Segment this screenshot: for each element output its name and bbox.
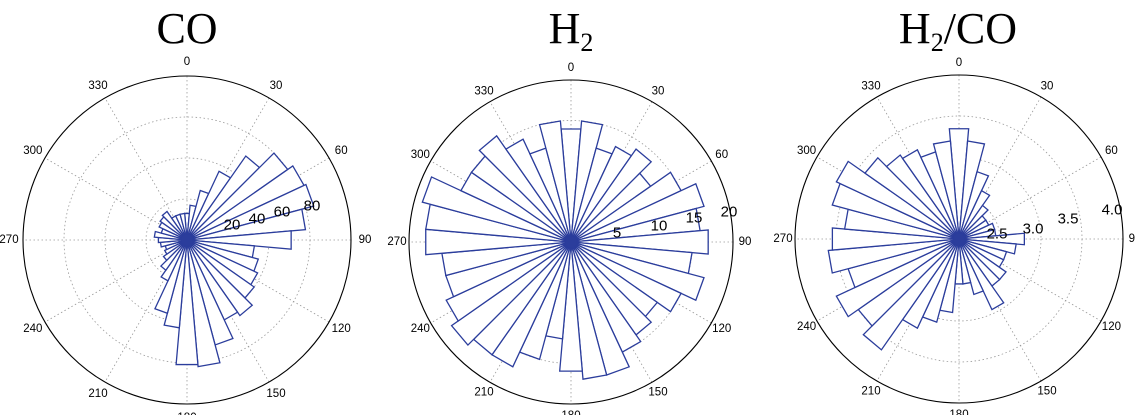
radial-tick-label: 3.5 — [1058, 211, 1079, 228]
radial-tick-label: 20 — [224, 217, 241, 234]
polar-rose-chart: 0 30 60 90 120 150 180 210 240 270 300 330 20 40 60 80 — [0, 56, 372, 415]
angle-tick-label: 300 — [23, 145, 42, 157]
radial-tick-label: 10 — [651, 218, 668, 235]
angle-tick-label: 300 — [797, 145, 816, 157]
polar-panel-h2: H2 0 30 60 90 120 150 180 210 240 270 300 330 5 10 15 2… — [378, 0, 756, 415]
angle-tick-label: 180 — [177, 412, 196, 415]
angle-tick-label: 90 — [1129, 233, 1135, 245]
title-main: CO — [156, 4, 218, 53]
angle-tick-label: 270 — [0, 234, 19, 246]
title-sub: 2 — [580, 28, 594, 57]
radial-tick-label: 60 — [274, 204, 291, 221]
angle-tick-label: 60 — [715, 149, 728, 161]
angle-tick-label: 90 — [359, 234, 372, 246]
polar-outer-circle — [22, 75, 352, 405]
radial-tick-label: 40 — [249, 211, 266, 228]
radial-tick-label: 3.0 — [1023, 221, 1044, 238]
polar-rose-chart: 0 30 60 90 120 150 180 210 240 270 300 330 5 10 15 20 — [387, 62, 752, 415]
polar-outer-circle — [794, 74, 1124, 404]
title-main: H — [548, 4, 581, 53]
title-rest: /CO — [943, 4, 1018, 53]
angle-tick-label: 240 — [797, 321, 816, 333]
radial-tick-label: 20 — [721, 204, 738, 221]
polar-outer-circle — [408, 79, 734, 405]
radial-tick-label: 80 — [304, 198, 321, 215]
angle-tick-label: 240 — [411, 323, 430, 335]
angle-tick-label: 90 — [739, 236, 752, 248]
panel-title: CO — [0, 4, 378, 54]
angle-tick-label: 30 — [1041, 81, 1054, 93]
angle-tick-label: 180 — [949, 409, 968, 415]
radial-tick-label: 2.5 — [987, 226, 1008, 243]
angle-tick-label: 300 — [411, 149, 430, 161]
title-sub: 2 — [930, 28, 944, 57]
rose-wedge — [538, 120, 572, 243]
angle-tick-label: 210 — [88, 388, 107, 400]
angle-tick-label: 30 — [270, 80, 283, 92]
polar-panel-h2-co: H2/CO 0 30 60 90 120 150 180 210 240 270 300 330 2.5… — [756, 0, 1135, 415]
angle-tick-label: 120 — [712, 323, 731, 335]
angle-tick-label: 120 — [1102, 321, 1121, 333]
rose-wedge — [179, 212, 188, 241]
angle-tick-label: 330 — [861, 81, 880, 93]
angle-tick-label: 210 — [861, 385, 880, 397]
polar-panel-co: CO 0 30 60 90 120 150 180 210 240 270 300 330 20 40 60… — [0, 0, 378, 415]
angle-tick-label: 240 — [23, 323, 42, 335]
angle-tick-label: 60 — [335, 145, 348, 157]
angle-tick-label: 330 — [474, 85, 493, 97]
angle-tick-label: 180 — [561, 410, 580, 415]
rose-center — [953, 233, 965, 245]
angle-tick-label: 60 — [1105, 145, 1118, 157]
rose-center — [565, 236, 577, 248]
radial-tick-label: 15 — [686, 210, 703, 227]
rose-center — [181, 234, 193, 246]
angle-tick-label: 330 — [88, 80, 107, 92]
angle-tick-label: 30 — [652, 85, 665, 97]
angle-tick-label: 0 — [184, 56, 190, 68]
polar-rose-chart: 0 30 60 90 120 150 180 210 240 270 300 330 2.5 3.0 3.5… — [773, 57, 1135, 415]
angle-tick-label: 120 — [332, 323, 351, 335]
radial-tick-label: 4.0 — [1102, 202, 1123, 219]
panel-title: H2 — [386, 4, 756, 57]
title-main: H — [898, 4, 931, 53]
angle-tick-label: 0 — [568, 62, 574, 74]
angle-tick-label: 210 — [474, 387, 493, 399]
rose-wedge — [932, 140, 960, 240]
angle-tick-label: 270 — [387, 236, 406, 248]
angle-tick-label: 150 — [648, 387, 667, 399]
panel-title: H2/CO — [782, 4, 1134, 57]
angle-tick-label: 150 — [266, 388, 285, 400]
angle-tick-label: 150 — [1037, 385, 1056, 397]
angle-tick-label: 270 — [773, 233, 792, 245]
radial-tick-label: 5 — [613, 225, 621, 242]
angle-tick-label: 0 — [956, 57, 962, 69]
